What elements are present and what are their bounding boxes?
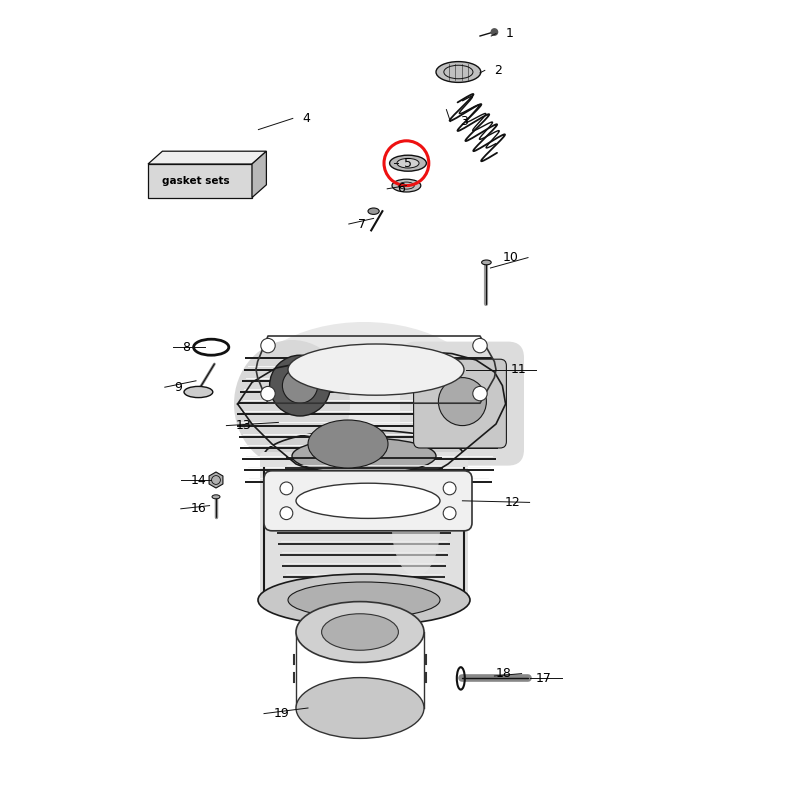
Ellipse shape: [212, 494, 220, 499]
Circle shape: [443, 482, 456, 494]
Text: 8: 8: [182, 341, 190, 354]
Ellipse shape: [296, 602, 424, 662]
Ellipse shape: [234, 340, 350, 468]
Ellipse shape: [240, 322, 488, 478]
Circle shape: [473, 386, 487, 401]
Ellipse shape: [292, 438, 436, 474]
Polygon shape: [148, 151, 266, 164]
Ellipse shape: [296, 678, 424, 738]
Circle shape: [438, 378, 486, 426]
Ellipse shape: [368, 208, 379, 214]
Text: 9: 9: [174, 381, 182, 394]
Text: 1: 1: [506, 27, 514, 40]
Circle shape: [270, 355, 330, 416]
Text: 13: 13: [236, 419, 252, 432]
Circle shape: [443, 507, 456, 520]
Circle shape: [491, 29, 498, 35]
Text: 10: 10: [502, 251, 518, 264]
Ellipse shape: [308, 420, 388, 468]
Ellipse shape: [436, 62, 481, 82]
Text: 4: 4: [302, 112, 310, 125]
Text: 17: 17: [536, 672, 552, 685]
Text: 16: 16: [190, 502, 206, 515]
Text: 18: 18: [496, 667, 512, 680]
Text: 2: 2: [494, 64, 502, 77]
Text: gasket sets: gasket sets: [162, 176, 230, 186]
Text: 12: 12: [504, 496, 520, 509]
Text: 19: 19: [274, 707, 290, 720]
Ellipse shape: [392, 179, 421, 192]
Text: 14: 14: [190, 474, 206, 486]
Ellipse shape: [184, 386, 213, 398]
Circle shape: [261, 386, 275, 401]
FancyBboxPatch shape: [400, 342, 524, 466]
Ellipse shape: [392, 480, 440, 576]
Text: 7: 7: [358, 218, 366, 230]
Circle shape: [282, 368, 318, 403]
Ellipse shape: [397, 158, 419, 168]
FancyBboxPatch shape: [414, 359, 506, 448]
Circle shape: [473, 338, 487, 353]
FancyBboxPatch shape: [264, 470, 472, 531]
FancyBboxPatch shape: [260, 452, 468, 608]
Ellipse shape: [482, 260, 491, 265]
Text: 11: 11: [510, 363, 526, 376]
Ellipse shape: [258, 574, 470, 626]
Circle shape: [261, 338, 275, 353]
Ellipse shape: [264, 430, 464, 482]
Ellipse shape: [288, 582, 440, 618]
Circle shape: [280, 507, 293, 520]
Circle shape: [280, 482, 293, 494]
Ellipse shape: [390, 155, 426, 171]
Text: 3: 3: [460, 115, 468, 128]
FancyBboxPatch shape: [148, 164, 252, 198]
Ellipse shape: [322, 614, 398, 650]
Text: 6: 6: [397, 182, 405, 195]
Ellipse shape: [296, 483, 440, 518]
Text: 5: 5: [404, 157, 412, 170]
Polygon shape: [252, 151, 266, 198]
Ellipse shape: [288, 344, 464, 395]
